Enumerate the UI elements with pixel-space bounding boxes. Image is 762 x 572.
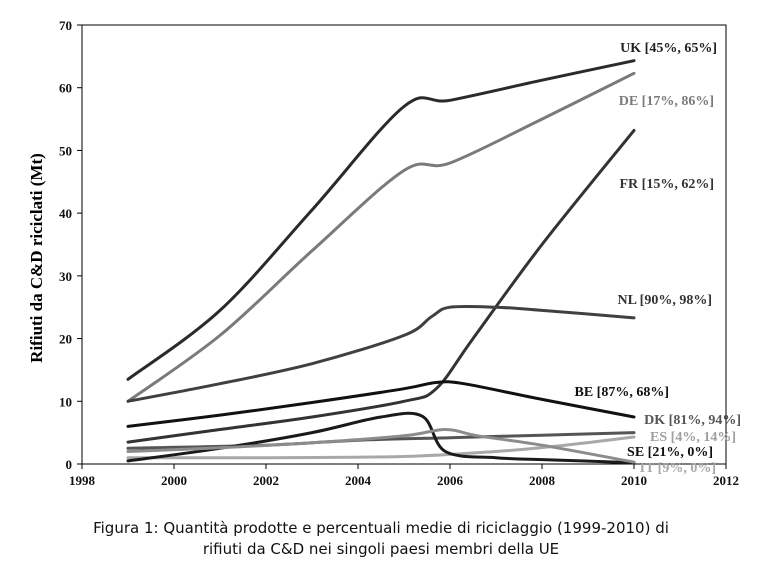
series-label-fr: FR [15%, 62%]	[620, 177, 715, 192]
caption-line-2: rifiuti da C&D nei singoli paesi membri …	[202, 540, 560, 558]
y-tick-label: 40	[59, 206, 72, 221]
series-label-uk: UK [45%, 65%]	[620, 41, 717, 56]
caption-line-1: Figura 1: Quantità prodotte e percentual…	[93, 519, 669, 537]
series-line-es	[126, 435, 636, 460]
y-tick-label: 60	[59, 81, 72, 96]
x-tick-label: 2002	[253, 473, 279, 488]
series-line-fr	[126, 128, 636, 444]
series-label-se: SE [21%, 0%]	[627, 445, 713, 460]
series-lines	[126, 59, 636, 465]
y-tick-label: 30	[59, 269, 72, 284]
y-tick-label: 0	[66, 457, 73, 472]
y-tick-label: 10	[59, 394, 72, 409]
x-tick-label: 2004	[345, 473, 372, 488]
series-label-es: ES [4%, 14%]	[650, 430, 736, 445]
series-label-it: IT [9%, 0%]	[640, 461, 716, 476]
y-tick-label: 50	[59, 143, 72, 158]
x-tick-label: 2012	[713, 473, 739, 488]
series-line-uk	[126, 59, 636, 381]
series-line-nl	[126, 304, 636, 403]
series-label-be: BE [87%, 68%]	[575, 385, 670, 400]
figure-caption: Figura 1: Quantità prodotte e percentual…	[0, 518, 762, 560]
x-tick-label: 2010	[621, 473, 647, 488]
series-label-dk: DK [81%, 94%]	[644, 413, 741, 428]
x-tick-label: 2006	[437, 473, 464, 488]
y-tick-label: 70	[59, 18, 72, 33]
series-line-be	[126, 380, 636, 428]
y-axis-label: Rifiuti da C&D riciclati (Mt)	[27, 153, 46, 363]
x-tick-label: 2000	[161, 473, 187, 488]
x-axis: 1998 2000 2002 2004 2006 2008 2010 2012	[69, 464, 739, 488]
chart: 0 10 20 30 40 50 60 70 1998 2000 2002 2004 2006 2008…	[27, 18, 742, 488]
series-label-nl: NL [90%, 98%]	[618, 293, 713, 308]
series-labels: UK [45%, 65%] DE [17%, 86%] FR [15%, 62%] N…	[575, 41, 742, 476]
y-axis: 0 10 20 30 40 50 60 70	[59, 18, 82, 472]
series-line-de	[126, 71, 636, 403]
x-tick-label: 1998	[69, 473, 96, 488]
series-line-it	[126, 428, 636, 464]
series-label-de: DE [17%, 86%]	[619, 94, 714, 109]
x-tick-label: 2008	[529, 473, 556, 488]
y-tick-label: 20	[59, 332, 72, 347]
